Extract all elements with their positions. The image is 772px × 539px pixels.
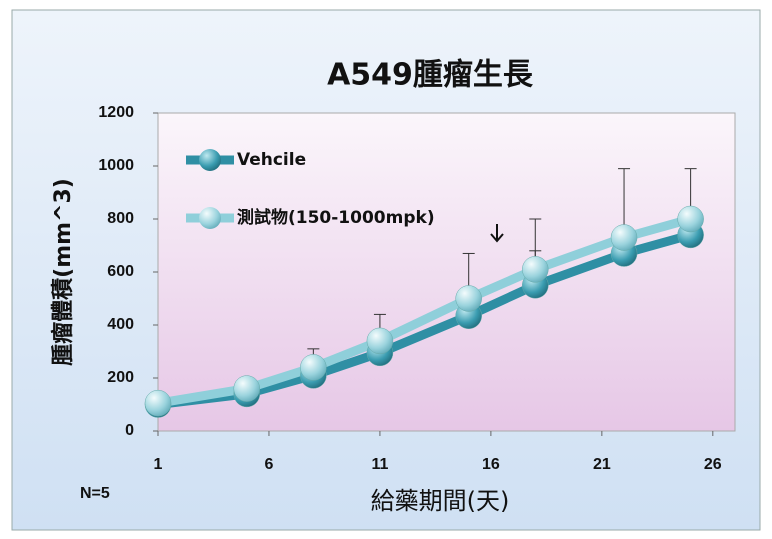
x-axis-label: 給藥期間(天) [371, 487, 510, 515]
y-tick-label: 400 [107, 316, 134, 333]
arrow [490, 224, 504, 243]
x-tick-label: 1 [154, 456, 163, 473]
data-point [366, 327, 394, 355]
legend-marker [199, 207, 221, 229]
y-tick-label: 600 [107, 263, 134, 280]
annotation: N=5 [80, 485, 110, 502]
chart-title: A549腫瘤生長 [327, 58, 534, 93]
legend-label: 測試物(150-1000mpk) [237, 207, 435, 228]
data-point [522, 256, 549, 283]
x-tick-label: 6 [265, 456, 274, 473]
y-tick-label: 1000 [98, 157, 134, 174]
y-tick-label: 200 [107, 369, 134, 386]
x-tick-label: 16 [482, 456, 500, 473]
data-point [610, 224, 638, 251]
data-point [233, 375, 261, 402]
data-point [455, 285, 482, 312]
x-tick-label: 21 [593, 456, 611, 473]
y-tick-label: 0 [125, 422, 134, 439]
y-tick-label: 1200 [98, 104, 134, 121]
y-tick-label: 800 [107, 210, 134, 227]
data-point [677, 205, 704, 233]
x-tick-label: 26 [704, 456, 722, 473]
legend-marker [199, 149, 221, 171]
data-point [300, 354, 327, 381]
x-tick-label: 11 [371, 456, 388, 473]
data-point [144, 389, 172, 417]
legend-label: Vehcile [237, 150, 306, 170]
y-axis-label: 腫瘤體積(mm^3) [50, 178, 76, 366]
